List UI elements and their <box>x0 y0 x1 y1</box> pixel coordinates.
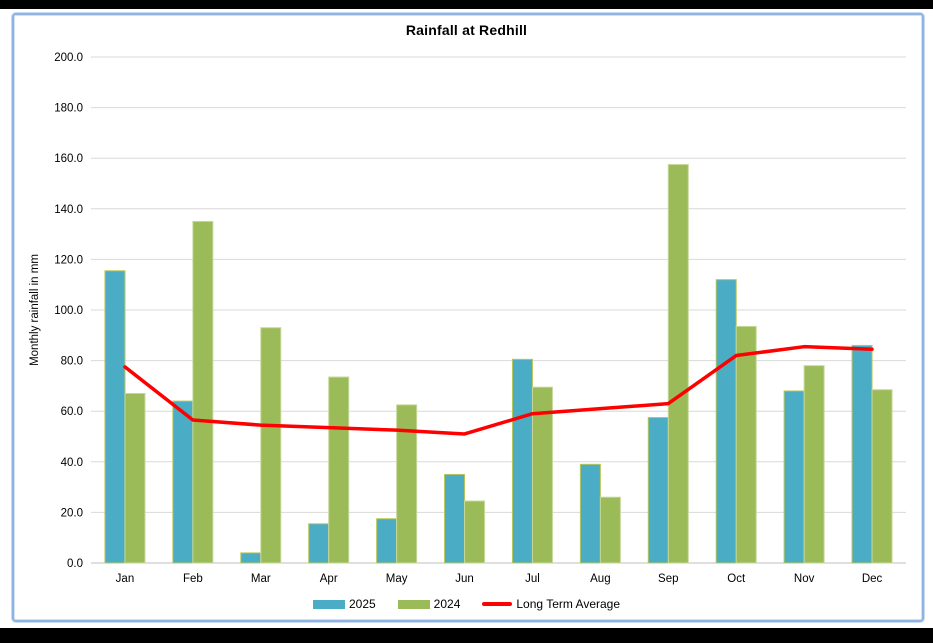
y-tick-label-180: 180.0 <box>54 103 83 115</box>
y-tick-label-20: 20.0 <box>61 507 83 519</box>
legend-swatch-long-term-average <box>482 602 513 606</box>
x-tick-label-may: May <box>386 573 408 585</box>
bar-2024-may <box>396 404 418 564</box>
x-tick-label-aug: Aug <box>590 573 610 585</box>
bar-2024-jan <box>124 392 146 564</box>
legend-label-long-term-average: Long Term Average <box>516 597 621 611</box>
x-tick-label-feb: Feb <box>183 573 203 585</box>
y-tick-label-80: 80.0 <box>61 356 83 368</box>
y-tick-label-0: 0.0 <box>67 558 83 570</box>
x-tick-label-nov: Nov <box>794 573 815 585</box>
y-tick-label-200: 200.0 <box>54 52 83 64</box>
bar-2025-mar <box>240 552 262 564</box>
y-tick-label-60: 60.0 <box>61 406 83 418</box>
bar-2025-jun <box>444 473 466 564</box>
bar-2024-feb <box>192 220 214 564</box>
bar-2025-oct <box>715 279 737 564</box>
legend-swatch-2025 <box>312 599 345 609</box>
bar-2025-apr <box>308 523 330 564</box>
legend-item-long-term-average: Long Term Average <box>482 597 620 611</box>
chart-title: Rainfall at Redhill <box>405 22 528 38</box>
bottom-black-bar <box>0 628 933 643</box>
x-tick-label-oct: Oct <box>727 573 746 585</box>
bar-2025-aug <box>579 463 601 564</box>
x-tick-label-jan: Jan <box>116 573 135 585</box>
bar-2024-mar <box>260 327 282 564</box>
bar-2025-feb <box>172 400 194 564</box>
bar-2024-apr <box>328 376 350 564</box>
y-tick-label-120: 120.0 <box>54 254 83 266</box>
bar-2025-may <box>376 518 398 564</box>
bar-2024-sep <box>667 164 689 564</box>
long-term-average-line <box>123 344 874 436</box>
y-axis-title: Monthly rainfall in mm <box>29 254 41 366</box>
y-tick-label-140: 140.0 <box>54 204 83 216</box>
x-tick-label-sep: Sep <box>658 573 678 585</box>
bar-2024-jun <box>464 500 486 564</box>
legend-item-2024: 2024 <box>397 597 461 611</box>
legend-swatch-2024 <box>397 599 430 609</box>
x-tick-label-jul: Jul <box>525 573 540 585</box>
bar-2024-jul <box>531 386 553 564</box>
legend-label-2025: 2025 <box>348 597 376 611</box>
bar-2024-aug <box>599 496 621 564</box>
top-black-bar <box>0 0 933 9</box>
x-tick-label-apr: Apr <box>320 573 338 585</box>
y-tick-label-160: 160.0 <box>54 153 83 165</box>
bar-2025-sep <box>647 417 669 564</box>
bar-2025-jul <box>511 358 533 564</box>
chart-legend: 2025 2024 Long Term Average <box>0 597 933 611</box>
legend-label-2024: 2024 <box>433 597 461 611</box>
bar-2024-nov <box>803 365 825 564</box>
bar-2024-dec <box>871 389 893 564</box>
legend-item-2025: 2025 <box>312 597 376 611</box>
bar-2025-nov <box>783 390 805 564</box>
bar-2025-dec <box>851 344 873 564</box>
x-tick-label-mar: Mar <box>251 573 271 585</box>
x-tick-label-jun: Jun <box>455 573 474 585</box>
y-tick-label-40: 40.0 <box>61 457 83 469</box>
x-tick-label-dec: Dec <box>862 573 883 585</box>
bar-2025-jan <box>104 270 126 564</box>
y-tick-label-100: 100.0 <box>54 305 83 317</box>
bar-2024-oct <box>735 325 757 564</box>
